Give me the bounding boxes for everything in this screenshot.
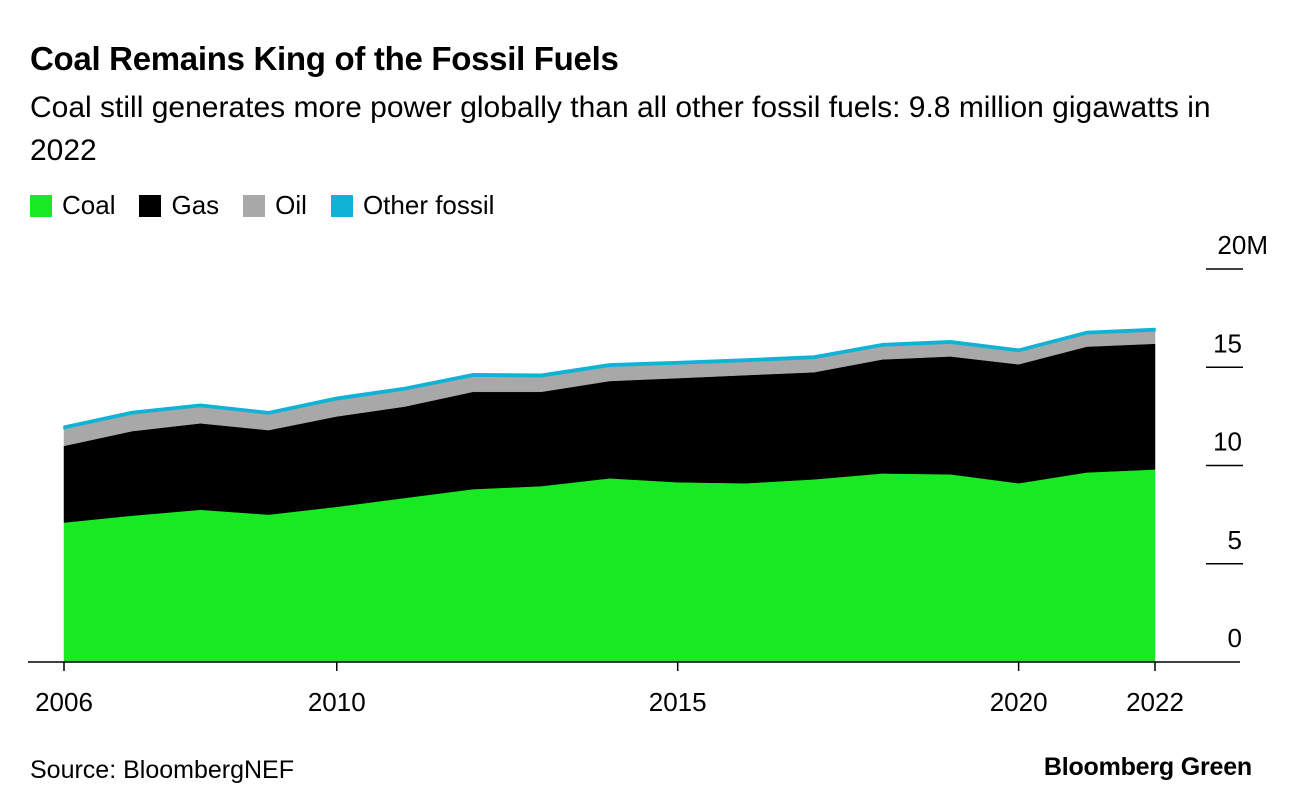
legend: Coal Gas Oil Other fossil xyxy=(30,190,518,221)
chart-subtitle: Coal still generates more power globally… xyxy=(30,91,1211,167)
x-tick-label-2020: 2020 xyxy=(990,687,1048,717)
legend-label-other-fossil: Other fossil xyxy=(362,190,495,220)
y-tick-label-20: 20M xyxy=(1217,230,1268,260)
legend-item-oil: Oil xyxy=(243,190,307,221)
source-note: Source: BloombergNEF xyxy=(30,756,295,784)
legend-label-oil: Oil xyxy=(275,190,307,220)
legend-swatch-other-fossil xyxy=(330,194,353,217)
legend-item-other-fossil: Other fossil xyxy=(330,190,495,221)
y-tick-label-5: 5 xyxy=(1228,525,1242,555)
area-other-fossil xyxy=(63,327,1156,430)
legend-swatch-oil xyxy=(243,194,266,217)
legend-label-coal: Coal xyxy=(62,190,116,220)
legend-item-coal: Coal xyxy=(30,190,115,221)
x-tick-label-2015: 2015 xyxy=(649,687,707,717)
x-tick-label-2006: 2006 xyxy=(35,687,93,717)
legend-item-gas: Gas xyxy=(139,190,219,221)
legend-swatch-gas xyxy=(139,194,162,217)
y-tick-label-10: 10 xyxy=(1213,427,1242,457)
legend-swatch-coal xyxy=(30,194,52,217)
brand-logo: Bloomberg Green xyxy=(1043,753,1252,781)
y-tick-label-0: 0 xyxy=(1228,623,1242,653)
y-tick-label-15: 15 xyxy=(1213,328,1242,358)
legend-label-gas: Gas xyxy=(171,190,220,220)
x-tick-label-2010: 2010 xyxy=(308,687,366,717)
x-tick-label-2022: 2022 xyxy=(1126,687,1184,717)
chart-title: Coal Remains King of the Fossil Fuels xyxy=(30,40,619,77)
